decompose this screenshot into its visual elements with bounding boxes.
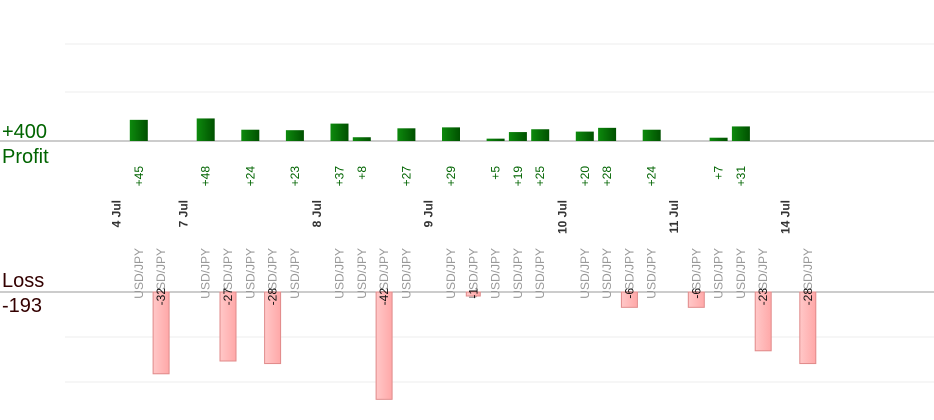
pair-label: USD/JPY	[399, 248, 413, 299]
loss-value-label: -6	[622, 288, 636, 299]
profit-value-label: +23	[288, 166, 302, 187]
loss-value-label: -28	[801, 288, 815, 306]
pair-label: USD/JPY	[712, 248, 726, 299]
date-label: 14 Jul	[779, 200, 793, 234]
profit-value-label: +31	[734, 166, 748, 187]
profit-value-label: +7	[712, 166, 726, 180]
loss-label: Loss	[2, 270, 44, 292]
profit-bar	[486, 138, 505, 141]
loss-value-label: -6	[689, 288, 703, 299]
date-label: 9 Jul	[422, 200, 436, 227]
pair-label: USD/JPY	[600, 248, 614, 299]
pair-label: USD/JPY	[132, 248, 146, 299]
profit-bar	[508, 132, 527, 141]
profit-total: +400	[2, 121, 47, 143]
profit-bar	[352, 137, 371, 141]
profit-value-label: +48	[199, 166, 213, 187]
profit-value-label: +24	[243, 166, 257, 187]
profit-value-label: +20	[578, 166, 592, 187]
profit-bar	[241, 129, 260, 141]
date-label: 7 Jul	[176, 200, 190, 227]
profit-bar	[397, 128, 416, 141]
loss-bar	[219, 291, 237, 362]
pair-label: USD/JPY	[511, 248, 525, 299]
profit-bar	[642, 129, 661, 141]
loss-bar	[264, 291, 282, 365]
loss-value-label: -28	[266, 288, 280, 306]
profit-value-label: +27	[399, 166, 413, 187]
loss-total: -193	[2, 295, 42, 317]
profit-bar	[575, 131, 594, 141]
pair-label: USD/JPY	[689, 248, 703, 299]
profit-bar	[442, 127, 460, 141]
profit-value-label: +25	[533, 166, 547, 187]
loss-value-label: -32	[154, 288, 168, 306]
profit-bar	[531, 129, 550, 141]
loss-bar	[687, 291, 705, 308]
pair-label: USD/JPY	[622, 248, 636, 299]
pair-label: USD/JPY	[578, 248, 592, 299]
loss-value-label: -42	[377, 288, 391, 306]
pair-label: USD/JPY	[333, 248, 347, 299]
profit-value-label: +8	[355, 166, 369, 180]
pair-label: USD/JPY	[801, 248, 815, 299]
loss-value-label: -1	[466, 288, 480, 299]
loss-bar	[620, 291, 638, 308]
pair-label: USD/JPY	[221, 248, 235, 299]
date-label: 10 Jul	[556, 200, 570, 234]
pair-label: USD/JPY	[355, 248, 369, 299]
profit-value-label: +28	[600, 166, 614, 187]
profit-bar	[330, 123, 349, 141]
pair-label: USD/JPY	[154, 248, 168, 299]
loss-bar	[152, 291, 170, 375]
profit-bar	[709, 137, 728, 141]
pair-label: USD/JPY	[645, 248, 659, 299]
loss-value-label: -27	[221, 288, 235, 306]
profit-label: Profit	[2, 146, 49, 168]
profit-value-label: +24	[645, 166, 659, 187]
pair-label: USD/JPY	[466, 248, 480, 299]
date-label: 4 Jul	[110, 200, 124, 227]
profit-bar	[731, 126, 750, 141]
loss-bar	[375, 291, 393, 400]
pair-label: USD/JPY	[756, 248, 770, 299]
pair-label: USD/JPY	[266, 248, 280, 299]
pair-label: USD/JPY	[199, 248, 213, 299]
date-label: 11 Jul	[667, 200, 681, 233]
pair-label: USD/JPY	[243, 248, 257, 299]
loss-bar	[799, 291, 817, 365]
pair-label: USD/JPY	[377, 248, 391, 299]
loss-bar	[754, 291, 772, 352]
pair-label: USD/JPY	[489, 248, 503, 299]
profit-bar	[129, 119, 148, 141]
profit-bar	[598, 127, 617, 141]
loss-value-label: -23	[756, 288, 770, 306]
loss-bar	[465, 291, 481, 297]
pair-label: USD/JPY	[444, 248, 458, 299]
pair-label: USD/JPY	[533, 248, 547, 299]
profit-value-label: +5	[489, 166, 503, 180]
profit-value-label: +29	[444, 166, 458, 187]
profit-value-label: +19	[511, 166, 525, 187]
profit-value-label: +37	[333, 166, 347, 187]
profit-value-label: +45	[132, 166, 146, 187]
pair-label: USD/JPY	[288, 248, 302, 299]
profit-bar	[285, 130, 304, 141]
date-label: 8 Jul	[310, 200, 324, 227]
profit-bar	[196, 118, 215, 141]
pair-label: USD/JPY	[734, 248, 748, 299]
